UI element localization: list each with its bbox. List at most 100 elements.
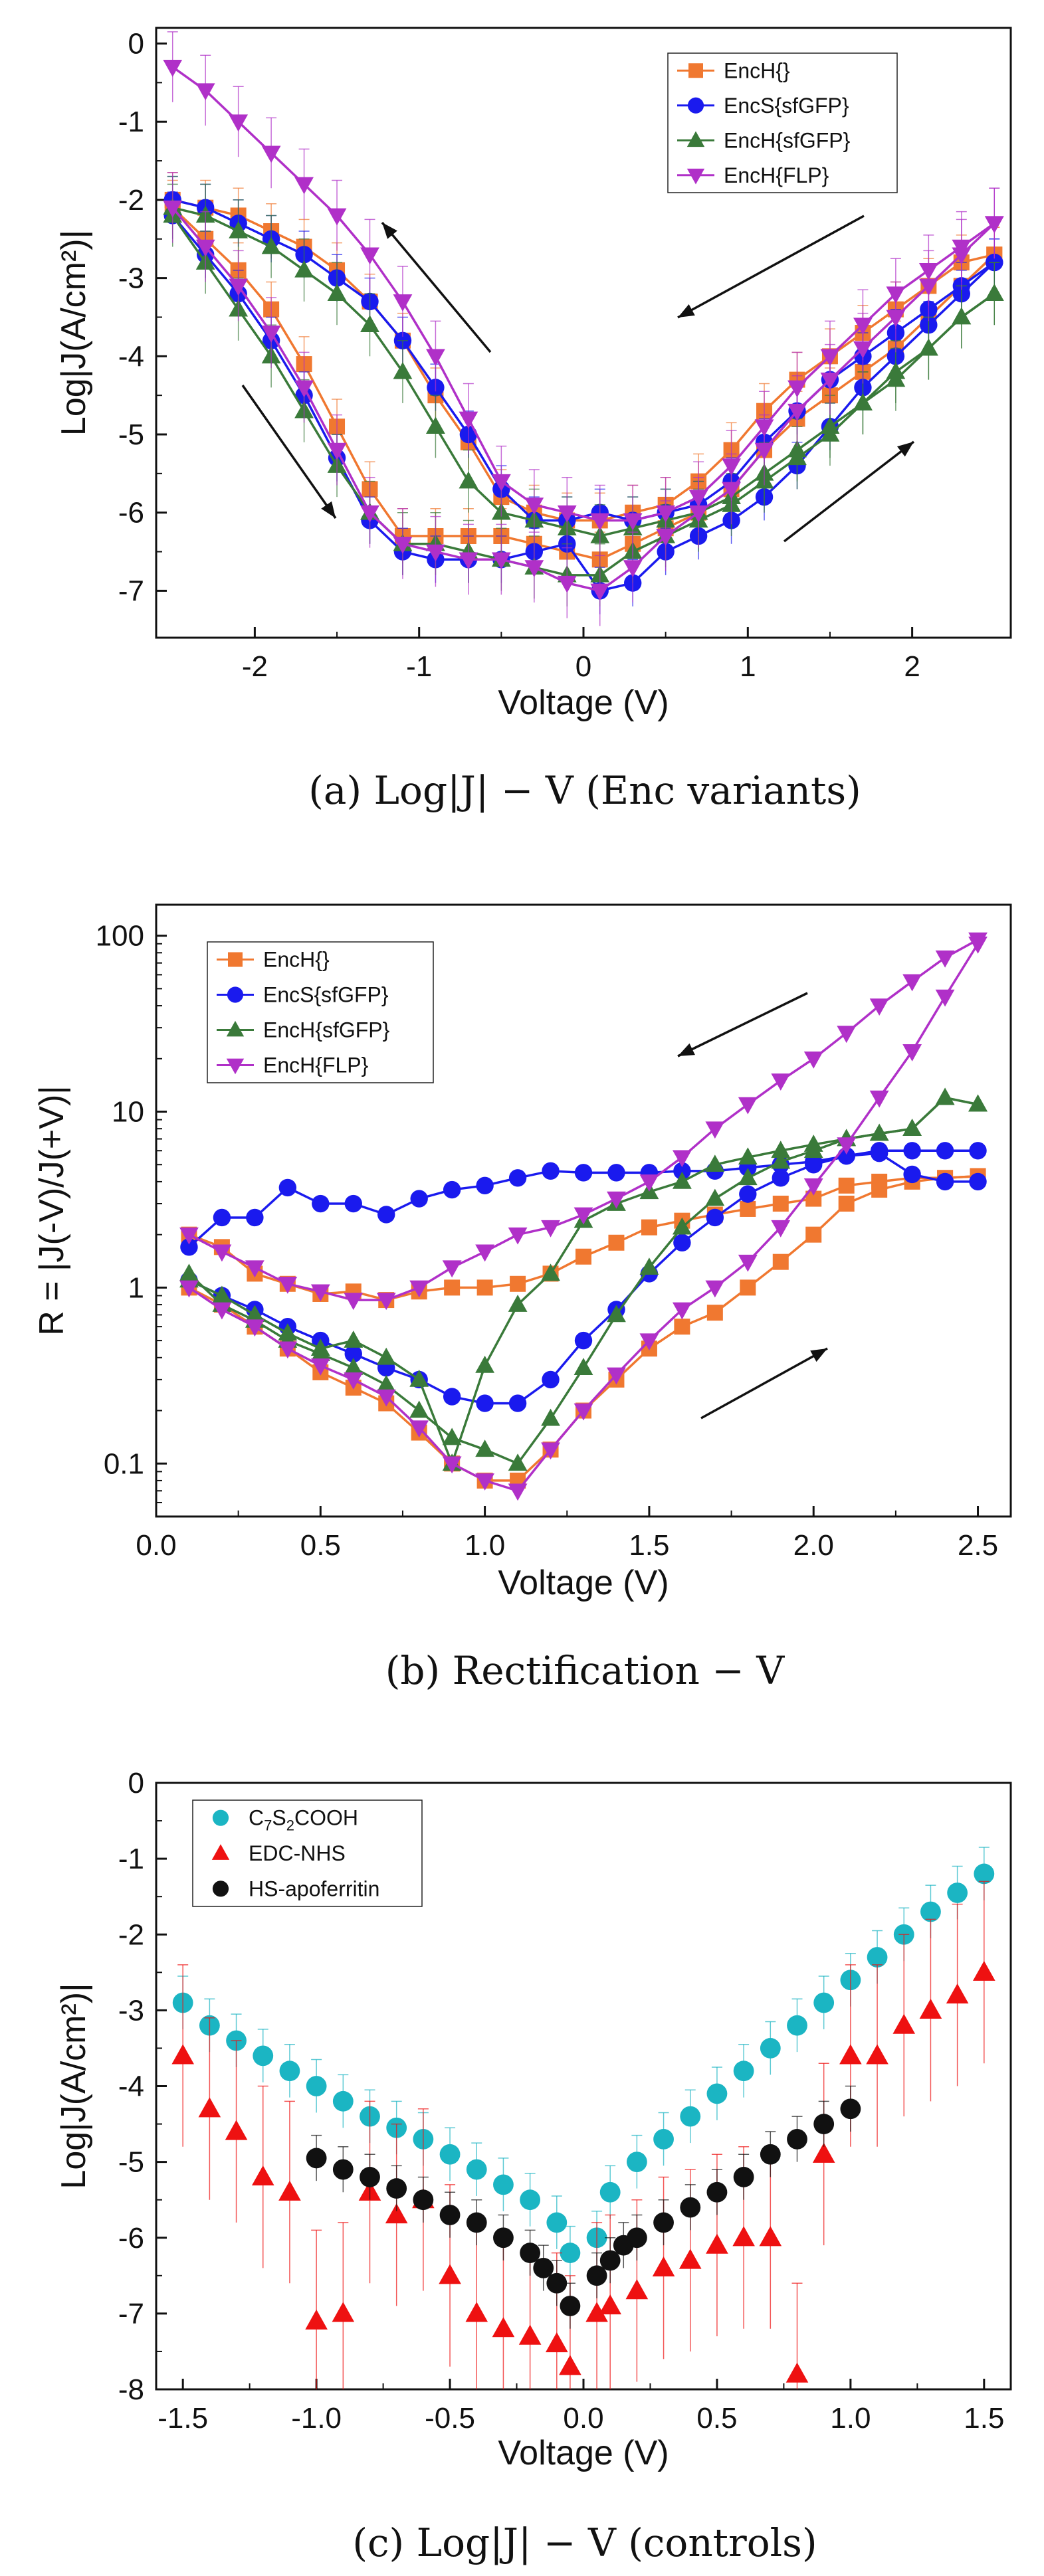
- y-tick-label: -7: [118, 2298, 144, 2330]
- series-ench-sfgfp-: [163, 175, 1004, 606]
- data-point: [585, 2302, 608, 2322]
- data-point: [680, 2197, 701, 2218]
- series-ench-sfgfp-: [179, 1087, 988, 1471]
- data-point: [310, 1338, 330, 1356]
- data-point: [706, 2181, 728, 2203]
- data-point: [688, 490, 708, 507]
- data-point: [772, 1196, 789, 1212]
- series-encs-sfgfp-: [163, 175, 1003, 614]
- y-tick-label: -4: [118, 2070, 144, 2103]
- series-ench-flp-: [179, 932, 988, 1501]
- data-point: [680, 2106, 701, 2127]
- data-point: [344, 1372, 364, 1390]
- data-point: [476, 1394, 494, 1412]
- data-point: [639, 1257, 659, 1275]
- data-point: [837, 1026, 857, 1044]
- data-point: [803, 1135, 823, 1152]
- data-point: [466, 2159, 487, 2180]
- data-point: [918, 263, 938, 280]
- series-line: [171, 66, 995, 522]
- data-point: [546, 2332, 568, 2353]
- y-tick-label: -1: [118, 1843, 144, 1875]
- panel-c: (c) Log|J| − V (controls) -1.5 -1.0 -0.5 0.…: [54, 1767, 1012, 2565]
- legend-marker: [212, 1881, 229, 1897]
- data-point: [508, 1483, 528, 1501]
- x-tick-label: 1.5: [964, 2402, 1004, 2435]
- data-point: [520, 2243, 541, 2263]
- data-point: [820, 349, 840, 367]
- sweep-arrow-head: [382, 223, 397, 239]
- data-point: [426, 349, 445, 367]
- legend-box: [207, 941, 434, 1083]
- data-point: [787, 2015, 807, 2036]
- data-point: [475, 1439, 495, 1457]
- data-point: [327, 442, 347, 460]
- data-point: [508, 1453, 528, 1471]
- data-point: [969, 1142, 987, 1160]
- data-point: [360, 315, 379, 333]
- data-point: [179, 1227, 199, 1245]
- data-point: [706, 2083, 728, 2104]
- data-point: [546, 2212, 568, 2233]
- legend: EncH{} EncS{sfGFP} EncH{sfGFP} EncH{FLP}: [667, 52, 898, 193]
- sweep-arrow: [700, 1347, 828, 1420]
- data-point: [332, 2159, 354, 2180]
- x-tick-label: -2: [242, 650, 268, 683]
- data-point: [443, 1180, 461, 1199]
- data-point: [508, 1394, 527, 1412]
- data-point: [306, 2076, 327, 2096]
- x-tick-label: 0.5: [696, 2402, 737, 2435]
- y-tick-label: -7: [118, 575, 144, 607]
- legend-label: EncS{sfGFP}: [263, 983, 389, 1007]
- data-point: [574, 1331, 593, 1350]
- data-point: [409, 1420, 429, 1438]
- data-point: [672, 1217, 692, 1235]
- series-hs-apoferritin: [306, 2085, 861, 2329]
- y-axis-label: Log|J(A/cm²)|: [54, 230, 93, 436]
- data-point: [163, 200, 183, 218]
- data-point: [251, 2165, 274, 2186]
- legend-label: EncH{sfGFP}: [724, 128, 851, 152]
- data-point: [672, 1171, 692, 1189]
- data-point: [919, 1998, 942, 2019]
- data-point: [787, 2128, 807, 2150]
- data-point: [869, 998, 889, 1016]
- data-point: [722, 458, 741, 476]
- data-point: [475, 1473, 495, 1491]
- data-point: [229, 221, 249, 238]
- data-point: [225, 2120, 248, 2140]
- data-point: [787, 380, 807, 398]
- series-ench-flp-: [163, 31, 1004, 626]
- y-tick-label: -2: [118, 1918, 144, 1951]
- data-point: [869, 1090, 889, 1108]
- data-point: [903, 1165, 921, 1184]
- data-point: [599, 2294, 621, 2315]
- data-point: [771, 1220, 791, 1238]
- data-point: [360, 505, 379, 523]
- data-point: [560, 2296, 581, 2316]
- data-point: [626, 2152, 647, 2173]
- data-point: [607, 1164, 625, 1182]
- legend-marker: [212, 1809, 229, 1826]
- x-axis-label: Voltage (V): [498, 2434, 669, 2472]
- data-point: [409, 1280, 429, 1298]
- data-point: [853, 318, 873, 335]
- data-point: [623, 513, 643, 531]
- data-point: [493, 2174, 514, 2195]
- caption-c: (c) Log|J| − V (controls): [352, 2520, 817, 2565]
- y-tick-label: -6: [118, 2222, 144, 2254]
- data-point: [866, 2044, 888, 2065]
- x-tick-label: 1.0: [830, 2402, 871, 2435]
- data-point: [444, 1279, 461, 1296]
- data-point: [198, 2097, 221, 2118]
- series-line: [188, 1174, 978, 1301]
- data-point: [171, 2044, 194, 2065]
- data-point: [839, 2044, 862, 2065]
- data-point: [310, 1358, 330, 1376]
- data-point: [475, 1244, 495, 1262]
- x-tick-label: 2.0: [793, 1529, 834, 1562]
- data-point: [772, 1169, 789, 1187]
- data-point: [541, 1442, 560, 1460]
- data-point: [476, 1176, 494, 1195]
- data-point: [541, 1220, 560, 1238]
